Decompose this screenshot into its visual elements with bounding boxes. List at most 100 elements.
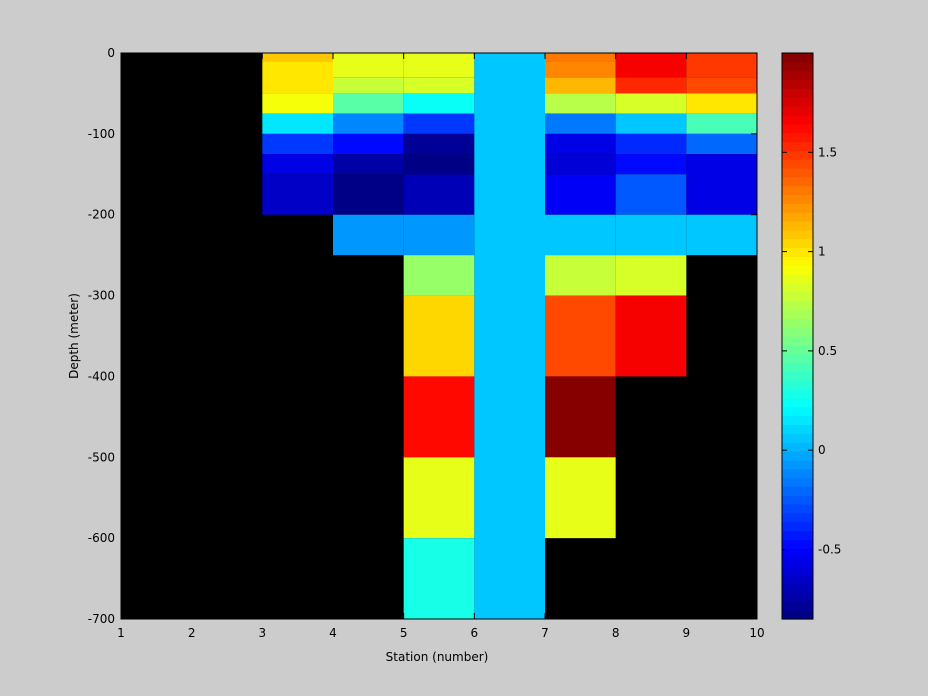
colorbar-band bbox=[782, 433, 813, 443]
colorbar-band bbox=[782, 53, 813, 63]
colorbar-band bbox=[782, 477, 813, 487]
x-tick-label: 8 bbox=[612, 626, 620, 640]
heatmap-cell bbox=[545, 214, 616, 256]
heatmap-cell bbox=[545, 174, 616, 215]
heatmap-cell bbox=[686, 113, 757, 134]
heatmap-cell bbox=[686, 214, 757, 256]
colorbar-band bbox=[782, 256, 813, 266]
colorbar-band bbox=[782, 88, 813, 98]
heatmap-cell bbox=[333, 77, 404, 94]
heatmap-cell bbox=[615, 77, 687, 94]
colorbar-band bbox=[782, 79, 813, 89]
heatmap-cell bbox=[333, 53, 404, 78]
y-tick-label: -700 bbox=[88, 612, 115, 626]
colorbar-band bbox=[782, 380, 813, 390]
x-tick-label: 9 bbox=[683, 626, 691, 640]
colorbar-ticks: -0.5 0 0.5 1 1.5 bbox=[782, 145, 841, 556]
colorbar-band bbox=[782, 318, 813, 328]
y-tick-label: -600 bbox=[88, 531, 115, 545]
colorbar-band bbox=[782, 106, 813, 116]
colorbar-tick-label: 1.5 bbox=[818, 145, 837, 159]
colorbar-band bbox=[782, 486, 813, 496]
heatmap-cell bbox=[686, 133, 757, 155]
heatmap-cell bbox=[262, 174, 333, 215]
heatmap-cell bbox=[545, 113, 616, 134]
plot-area bbox=[120, 52, 758, 620]
heatmap-cell bbox=[262, 93, 333, 114]
heatmap-cell bbox=[615, 295, 687, 377]
colorbar-band bbox=[782, 362, 813, 372]
heatmap-cell bbox=[403, 174, 475, 215]
heatmap-cell bbox=[474, 53, 545, 619]
heatmap-cell bbox=[403, 214, 475, 256]
heatmap-cell bbox=[545, 376, 616, 458]
heatmap-cell bbox=[403, 53, 475, 78]
x-tick-label: 7 bbox=[541, 626, 549, 640]
colorbar-band bbox=[782, 238, 813, 249]
heatmap-cell bbox=[262, 53, 333, 62]
colorbar-band bbox=[782, 504, 813, 514]
heatmap-cell bbox=[403, 457, 475, 539]
heatmap-cell bbox=[262, 154, 333, 175]
colorbar-band bbox=[782, 291, 813, 302]
heatmap-cell bbox=[545, 255, 616, 296]
heatmap-cell bbox=[615, 255, 687, 296]
colorbar-band bbox=[782, 389, 813, 399]
heatmap-cell bbox=[333, 174, 404, 215]
heatmap-cell bbox=[686, 77, 757, 94]
x-tick-label: 5 bbox=[400, 626, 408, 640]
colorbar-band bbox=[782, 557, 813, 567]
heatmap-cell bbox=[686, 154, 757, 215]
x-axis-label: Station (number) bbox=[386, 650, 489, 664]
colorbar-band bbox=[782, 336, 813, 346]
heatmap-cell bbox=[403, 77, 475, 94]
colorbar-band bbox=[782, 247, 813, 258]
colorbar-band bbox=[782, 327, 813, 337]
colorbar-tick-label: 0.5 bbox=[818, 344, 837, 358]
colorbar-band bbox=[782, 167, 813, 178]
colorbar-bands bbox=[782, 53, 813, 620]
x-tick-label: 4 bbox=[329, 626, 337, 640]
colorbar-band bbox=[782, 371, 813, 381]
colorbar-band bbox=[782, 592, 813, 602]
colorbar-band bbox=[782, 97, 813, 107]
colorbar-band bbox=[782, 185, 813, 196]
colorbar-band bbox=[782, 176, 813, 187]
colorbar-band bbox=[782, 274, 813, 284]
y-axis-label: Depth (meter) bbox=[67, 293, 81, 379]
heatmap-cell bbox=[545, 93, 616, 114]
colorbar-tick-label: 1 bbox=[818, 245, 826, 259]
heatmap-cell bbox=[403, 113, 475, 134]
colorbar-band bbox=[782, 530, 813, 541]
heatmap-cell bbox=[403, 538, 475, 619]
heatmap-cell bbox=[333, 214, 404, 256]
colorbar-band bbox=[782, 512, 813, 523]
colorbar-band bbox=[782, 495, 813, 505]
colorbar-tick-label: 0 bbox=[818, 443, 826, 457]
colorbar-band bbox=[782, 309, 813, 319]
colorbar-band bbox=[782, 574, 813, 585]
colorbar-band bbox=[782, 353, 813, 364]
colorbar-band bbox=[782, 468, 813, 479]
heatmap-cell bbox=[403, 376, 475, 458]
heatmap-cell bbox=[615, 93, 687, 114]
colorbar-band bbox=[782, 123, 813, 134]
heatmap-cell bbox=[545, 154, 616, 175]
heatmap-cell bbox=[403, 133, 475, 155]
colorbar-band bbox=[782, 212, 813, 222]
colorbar-band bbox=[782, 539, 813, 549]
y-axis: 0 -100 -200 -300 -400 -500 -600 -700 bbox=[88, 46, 757, 626]
heatmap-cell bbox=[615, 174, 687, 215]
colorbar-band bbox=[782, 229, 813, 240]
y-tick-label: -300 bbox=[88, 289, 115, 303]
heatmap-cell bbox=[545, 77, 616, 94]
colorbar-band bbox=[782, 397, 813, 408]
colorbar-band bbox=[782, 424, 813, 434]
colorbar-band bbox=[782, 450, 813, 461]
colorbar-band bbox=[782, 565, 813, 576]
heatmap-cell bbox=[615, 53, 687, 78]
heatmap-cell bbox=[686, 53, 757, 78]
heatmap-cell bbox=[403, 154, 475, 175]
colorbar-band bbox=[782, 548, 813, 558]
